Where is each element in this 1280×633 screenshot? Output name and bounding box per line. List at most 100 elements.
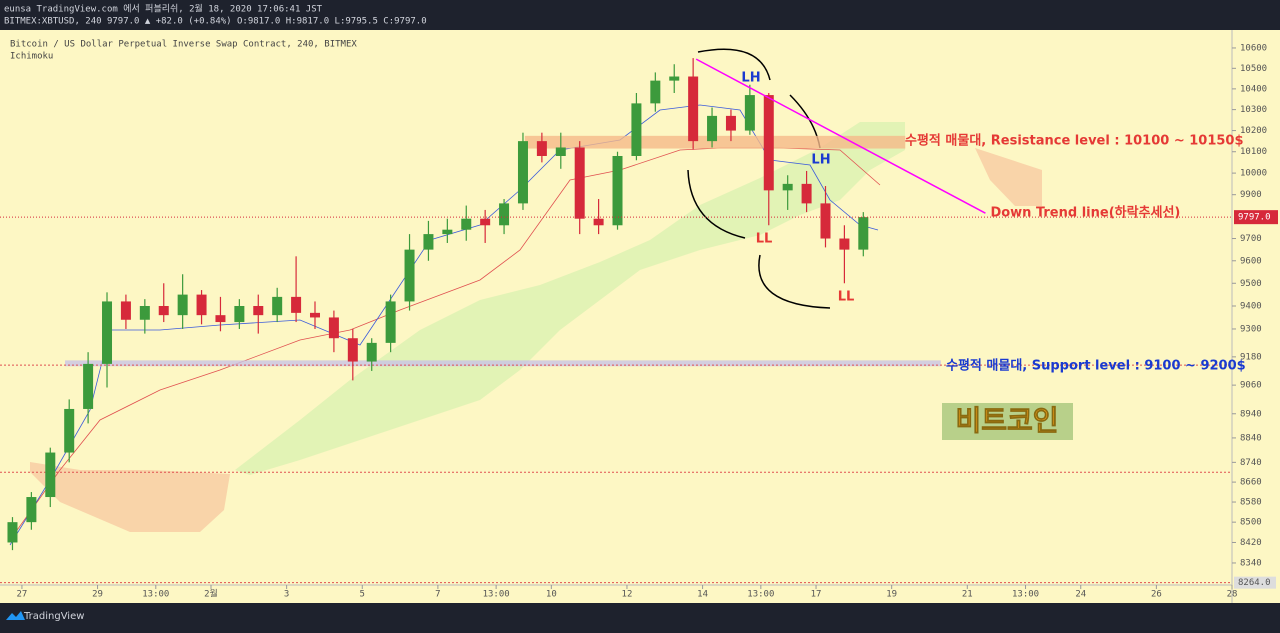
y-tick-label: 9500 — [1240, 279, 1262, 289]
candle-body — [366, 342, 377, 362]
candle-body — [177, 294, 188, 316]
y-tick-label: 10300 — [1240, 105, 1267, 115]
candle-body — [64, 408, 75, 453]
candle-body — [328, 317, 339, 339]
candle-body — [347, 338, 358, 362]
candle-body — [839, 238, 850, 250]
candle-body — [309, 312, 320, 318]
x-tick-label: 10 — [546, 590, 557, 600]
zone — [65, 360, 941, 367]
y-tick-label: 9700 — [1240, 234, 1262, 244]
zone — [524, 135, 906, 149]
candle-body — [820, 203, 831, 239]
x-tick-label: 3 — [284, 590, 289, 600]
x-tick-label: 2월 — [204, 588, 218, 600]
candle-body — [858, 217, 869, 250]
candle-body — [782, 183, 793, 191]
trend-label: Down Trend line(하락추세선) — [990, 205, 1180, 221]
x-tick-label: 14 — [697, 590, 708, 600]
candle-body — [385, 301, 396, 343]
y-tick-label: 8840 — [1240, 433, 1262, 443]
x-tick-label: 12 — [622, 590, 633, 600]
y-tick-label: 9900 — [1240, 190, 1262, 200]
candle-body — [536, 141, 547, 156]
x-tick-label: 5 — [360, 590, 365, 600]
y-tick-label: 10500 — [1240, 64, 1267, 74]
x-tick-label: 7 — [435, 590, 440, 600]
candle-body — [688, 76, 699, 142]
annotation: LH — [811, 153, 830, 168]
x-tick-label: 29 — [92, 590, 103, 600]
candle-body — [215, 315, 226, 323]
logo — [6, 611, 25, 620]
candle-body — [650, 80, 661, 104]
footer-bar — [0, 603, 1280, 629]
ichimoku-cloud — [30, 462, 230, 532]
x-tick-label: 28 — [1227, 590, 1238, 600]
level-label: 8264.0 — [1238, 578, 1271, 588]
y-tick-label: 10600 — [1240, 43, 1267, 53]
arc — [697, 48, 771, 81]
arc — [758, 254, 831, 309]
y-tick-label: 10100 — [1240, 147, 1267, 157]
candle-body — [517, 141, 528, 204]
candle-body — [423, 234, 434, 250]
y-tick-label: 10200 — [1240, 126, 1267, 136]
x-tick-label: 26 — [1151, 590, 1162, 600]
chart-title: Bitcoin / US Dollar Perpetual Inverse Sw… — [10, 40, 357, 50]
y-tick-label: 8500 — [1240, 518, 1262, 528]
y-tick-label: 9060 — [1240, 381, 1262, 391]
candle-body — [725, 115, 736, 131]
x-tick-label: 13:00 — [1012, 590, 1039, 600]
candle-body — [26, 497, 37, 523]
x-tick-label: 13:00 — [747, 590, 774, 600]
candle-body — [499, 203, 510, 226]
annotation: LH — [741, 71, 760, 86]
candle-body — [593, 218, 604, 226]
y-tick-label: 9180 — [1240, 352, 1262, 362]
candle-body — [272, 296, 283, 316]
x-tick-label: 13:00 — [142, 590, 169, 600]
arc — [687, 169, 746, 239]
candle-body — [234, 305, 245, 323]
header-line: eunsa TradingView.com 에서 퍼블리쉬, 2월 18, 20… — [4, 3, 323, 15]
level-label-box — [1234, 576, 1276, 589]
candle-body — [404, 249, 415, 302]
trend-line — [695, 58, 986, 214]
candle-body — [744, 95, 755, 131]
y-tick-label: 9300 — [1240, 324, 1262, 334]
annotation: 수평적 매물대, Resistance level : 10100 ~ 1015… — [905, 133, 1244, 149]
candle-body — [612, 155, 623, 226]
header-bar — [0, 0, 1280, 30]
last-price-label: 9797.0 — [1238, 213, 1271, 223]
candle-body — [555, 147, 566, 156]
y-tick-label: 9600 — [1240, 256, 1262, 266]
x-tick-label: 24 — [1075, 590, 1086, 600]
y-tick-label: 8340 — [1240, 558, 1262, 568]
candle-body — [669, 76, 680, 81]
annotation: 수평적 매물대, Support level : 9100 ~ 9200$ — [946, 358, 1246, 374]
watermark-box — [942, 403, 1073, 440]
marks: 8264.0 10600 10500 10400 10300 10200 10100 1000… — [0, 43, 1278, 600]
candle-body — [291, 296, 302, 313]
candle-body — [158, 305, 169, 316]
brand: TradingView — [23, 611, 84, 622]
x-tick-label: 19 — [886, 590, 897, 600]
chart-subtitle: Ichimoku — [10, 52, 53, 62]
candle-body — [102, 301, 113, 364]
candle-body — [631, 103, 642, 156]
x-tick-label: 13:00 — [483, 590, 510, 600]
candle-body — [574, 147, 585, 219]
candle-body — [120, 301, 131, 320]
candle-body — [461, 218, 472, 230]
candle-body — [801, 183, 812, 204]
y-tick-label: 8420 — [1240, 538, 1262, 548]
y-tick-label: 8660 — [1240, 478, 1262, 488]
x-tick-label: 17 — [811, 590, 822, 600]
x-tick-label: 27 — [17, 590, 28, 600]
candle-body — [83, 363, 94, 409]
y-tick-label: 8940 — [1240, 409, 1262, 419]
y-tick-label: 8580 — [1240, 498, 1262, 508]
